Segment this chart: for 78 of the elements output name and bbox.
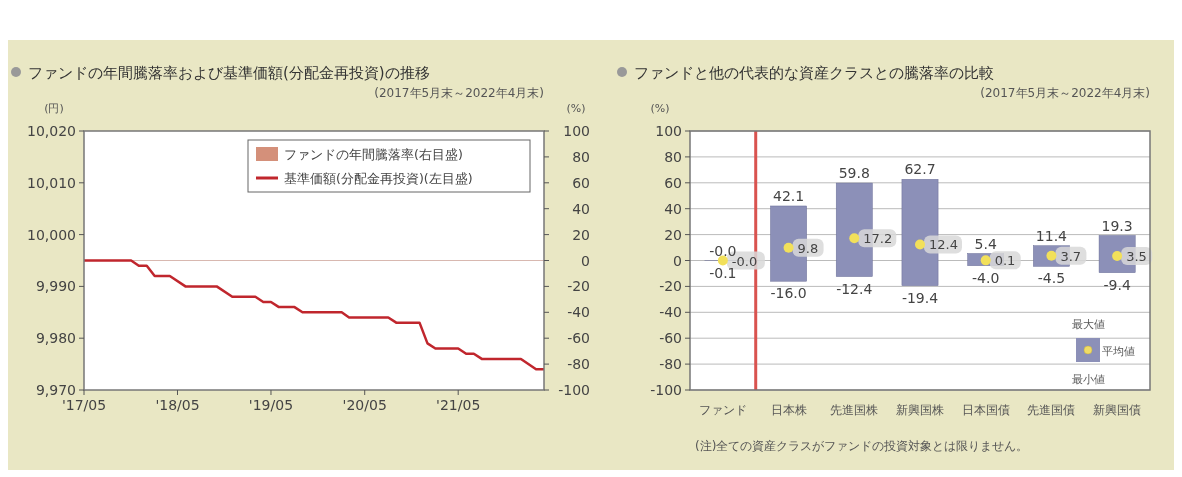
data-label: 3.5 <box>1126 248 1147 264</box>
y2-axis-title: (%) <box>566 102 586 115</box>
data-label: 17.2 <box>863 231 893 247</box>
chart-subtitle: (2017年5月末～2022年4月末) <box>980 86 1150 100</box>
y2-tick-label: -80 <box>567 356 590 373</box>
chart-subtitle: (2017年5月末～2022年4月末) <box>374 86 544 100</box>
y-tick-label: -60 <box>659 330 682 347</box>
data-label: 0.1 <box>994 253 1016 269</box>
line-series <box>82 259 546 371</box>
annotation: 59.8 <box>838 165 870 182</box>
chart-title: ファンドと他の代表的な資産クラスとの騰落率の比較 <box>634 64 994 82</box>
x-tick-label: 新興国債 <box>1093 403 1142 417</box>
annotation: 42.1 <box>772 187 805 204</box>
annotation: 5.4 <box>974 235 997 252</box>
point <box>849 233 860 244</box>
point <box>915 239 925 250</box>
x-tick-label: 日本株 <box>770 403 807 417</box>
data-label: 9.8 <box>797 240 819 256</box>
y2-tick-label: 20 <box>572 226 590 243</box>
y-axis-title: (%) <box>650 102 670 115</box>
annotation: 平均値 <box>1102 345 1135 358</box>
y2-tick-label: -40 <box>567 304 590 321</box>
x-tick-label: '18/05 <box>155 397 200 413</box>
legend-label: 基準価額(分配金再投資)(左目盛) <box>284 171 473 186</box>
y-tick-label: 9,980 <box>35 330 76 347</box>
x-tick-label: '19/05 <box>248 397 294 413</box>
y2-tick-label: 60 <box>572 174 590 191</box>
y-axis-title: (円) <box>44 102 64 115</box>
annotation: 最大値 <box>1071 318 1105 331</box>
y-tick-label: 9,990 <box>35 278 76 295</box>
y2-tick-label: -100 <box>558 382 590 398</box>
annotation: 最小値 <box>1071 373 1105 386</box>
y-tick-label: 80 <box>664 148 682 165</box>
x-tick-label: '17/05 <box>61 397 107 413</box>
y-tick-label: 60 <box>664 174 682 191</box>
y-tick-label: 0 <box>673 252 682 269</box>
data-label: 12.4 <box>929 237 958 253</box>
y-tick-label: 10,010 <box>27 174 76 191</box>
y2-tick-label: 0 <box>581 252 590 269</box>
x-tick-label: 日本国債 <box>961 403 1010 417</box>
y-tick-label: 100 <box>655 123 682 139</box>
y2-tick-label: 80 <box>572 148 590 165</box>
data-label: 3.7 <box>1060 248 1082 264</box>
x-tick-label: 新興国株 <box>896 403 944 417</box>
point <box>783 242 794 253</box>
y2-tick-label: 40 <box>572 200 590 217</box>
point <box>717 255 728 266</box>
x-tick-label: '21/05 <box>436 397 481 413</box>
annotation: 62.7 <box>904 161 936 178</box>
y-tick-label: 10,020 <box>27 123 76 139</box>
x-tick-label: 先進国債 <box>1027 403 1076 417</box>
y2-tick-label: -60 <box>567 330 590 347</box>
y-tick-label: 10,000 <box>27 226 76 243</box>
text: (注)全ての資産クラスがファンドの投資対象とは限りません。 <box>695 439 1029 453</box>
annotation: -9.4 <box>1103 276 1131 293</box>
annotation: -0.0 <box>709 242 737 259</box>
annotation: -4.5 <box>1037 270 1066 287</box>
x-tick-label: 先進国株 <box>830 403 879 417</box>
annotation: 11.4 <box>1035 227 1068 244</box>
y-tick-label: -40 <box>659 304 682 321</box>
y-tick-label: 20 <box>664 226 682 243</box>
annotation: -12.4 <box>836 280 873 297</box>
y-tick-label: 9,970 <box>35 382 76 398</box>
x-tick-label: '20/05 <box>342 397 387 413</box>
annotation: -4.0 <box>972 269 1000 286</box>
x-tick-label: ファンド <box>698 403 747 417</box>
y-tick-label: -80 <box>659 356 682 373</box>
chart-title: ファンドの年間騰落率および基準価額(分配金再投資)の推移 <box>28 64 430 82</box>
annotation: -19.4 <box>901 289 939 306</box>
legend-label: ファンドの年間騰落率(右目盛) <box>284 147 463 162</box>
y-tick-label: -20 <box>659 278 682 295</box>
y-tick-label: -100 <box>650 382 682 398</box>
y2-tick-label: -20 <box>567 278 590 295</box>
annotation: 19.3 <box>1101 217 1133 234</box>
y-tick-label: 40 <box>664 200 682 217</box>
annotation: -16.0 <box>770 285 807 302</box>
y2-tick-label: 100 <box>563 123 590 139</box>
annotation: -0.1 <box>709 264 737 281</box>
